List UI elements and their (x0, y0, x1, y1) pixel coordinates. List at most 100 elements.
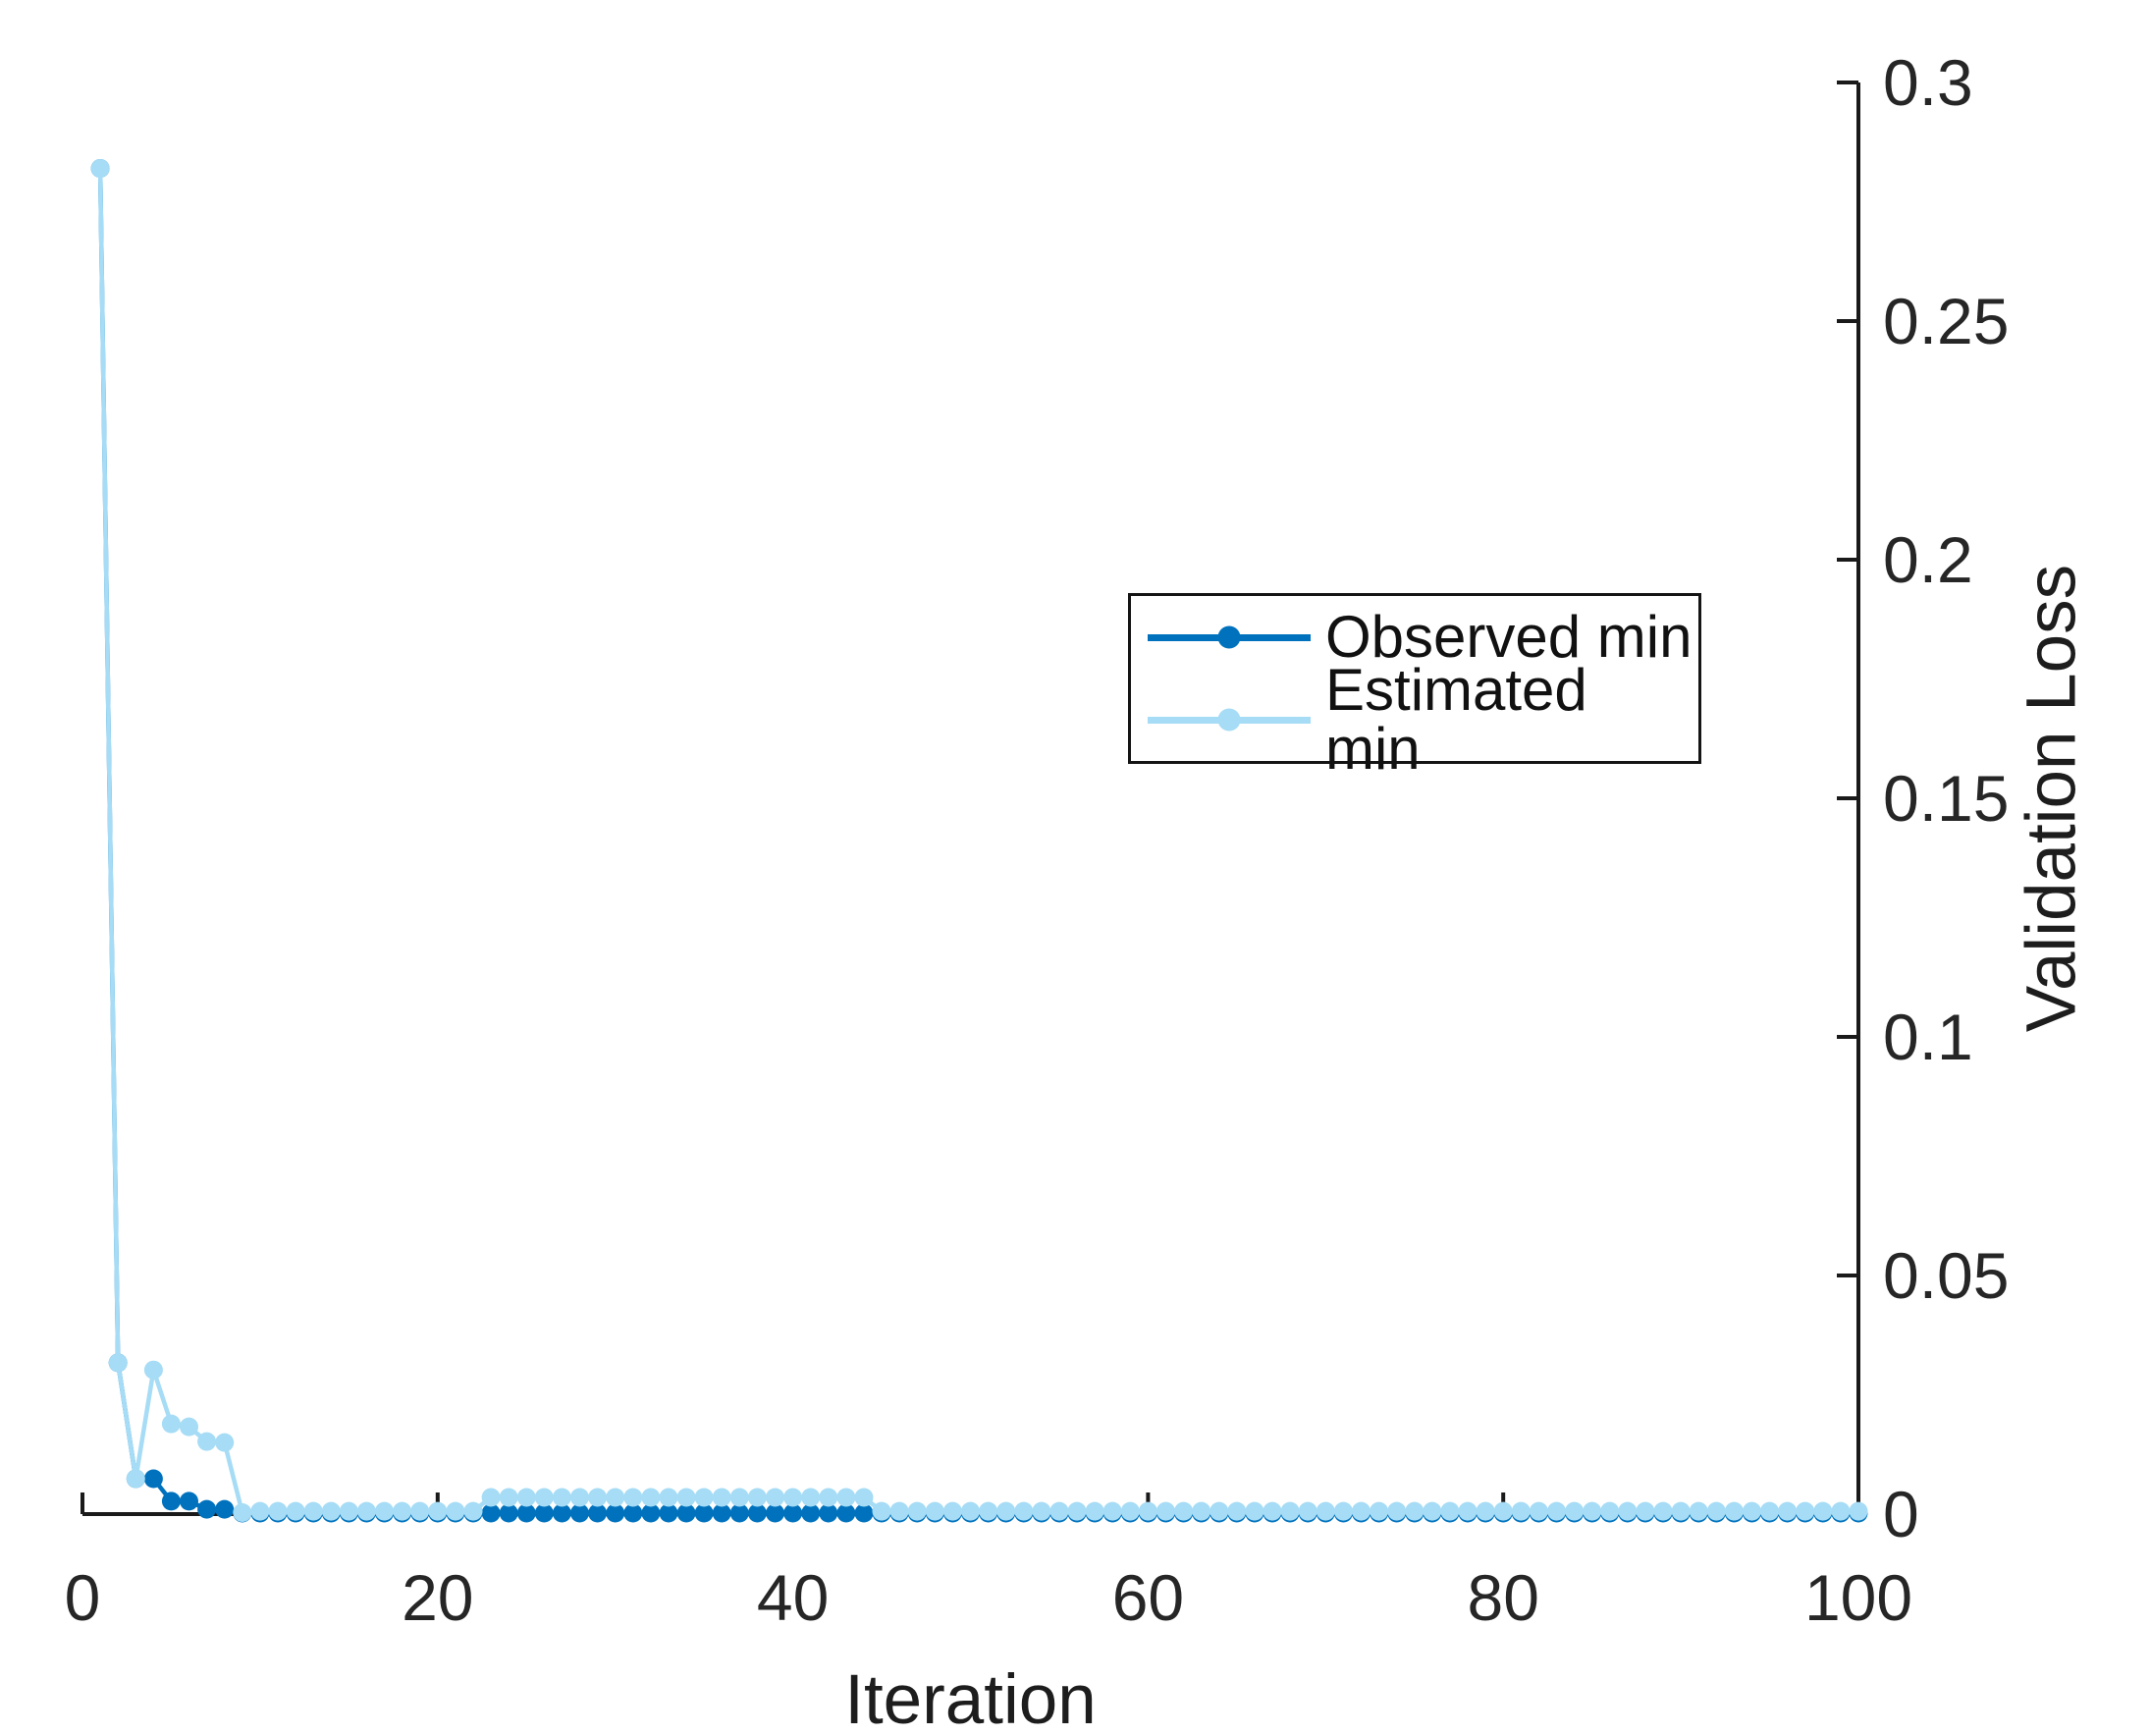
observed-min-data-point (534, 1503, 554, 1523)
estimated-min-data-point (1333, 1501, 1353, 1521)
estimated-min-data-point (1689, 1501, 1708, 1521)
estimated-min-data-point (463, 1501, 483, 1521)
estimated-min-data-point (446, 1501, 465, 1521)
x-tick-label: 80 (1467, 1561, 1538, 1634)
observed-min-data-point (766, 1503, 784, 1523)
estimated-min-data-point (729, 1488, 749, 1507)
y-tick-label: 0 (1883, 1478, 1919, 1550)
estimated-min-data-point (1618, 1501, 1638, 1521)
observed-min-data-point (729, 1503, 749, 1523)
estimated-min-data-point (1565, 1501, 1585, 1521)
observed-min-data-point (836, 1503, 856, 1523)
estimated-min-data-point (1049, 1501, 1069, 1521)
estimated-min-data-point (747, 1488, 767, 1507)
estimated-min-data-point (1405, 1501, 1424, 1521)
legend-label-estimated-min: Estimated min (1325, 657, 1587, 782)
estimated-min-data-point (1423, 1501, 1442, 1521)
estimated-min-data-point (1493, 1501, 1513, 1521)
x-tick-label: 60 (1112, 1561, 1184, 1634)
observed-min-data-point (676, 1503, 696, 1523)
estimated-min-data-point (108, 1353, 128, 1373)
estimated-min-data-point (1813, 1501, 1833, 1521)
estimated-min-data-point (1724, 1501, 1744, 1521)
estimated-min-data-point (1352, 1501, 1371, 1521)
legend-item-observed-min: Observed min (1131, 596, 1698, 678)
observed-min-data-point (819, 1503, 838, 1523)
estimated-min-data-point (1209, 1501, 1229, 1521)
estimated-min-data-point (1476, 1501, 1495, 1521)
estimated-min-data-point (356, 1501, 376, 1521)
estimated-min-data-point (534, 1488, 554, 1507)
estimated-min-data-point (588, 1488, 608, 1507)
x-axis-title: Iteration (844, 1661, 1097, 1736)
estimated-min-data-point (1849, 1501, 1868, 1521)
estimated-min-data-point (641, 1488, 661, 1507)
estimated-min-data-point (1511, 1501, 1531, 1521)
estimated-min-data-point (1831, 1501, 1851, 1521)
estimated-min-data-point (961, 1501, 980, 1521)
estimated-min-data-point (143, 1360, 163, 1380)
estimated-min-data-point (801, 1488, 821, 1507)
estimated-min-data-point (180, 1417, 198, 1437)
estimated-min-data-point (1280, 1501, 1300, 1521)
estimated-min-data-point (889, 1501, 909, 1521)
estimated-min-data-point (1192, 1501, 1211, 1521)
observed-min-data-point (197, 1499, 217, 1519)
legend-item-estimated-min: Estimated min (1131, 661, 1698, 779)
estimated-min-data-point (570, 1488, 589, 1507)
estimated-min-data-point (321, 1501, 341, 1521)
estimated-min-data-point (1547, 1501, 1566, 1521)
estimated-min-data-point (197, 1432, 217, 1451)
estimated-min-data-point (481, 1488, 501, 1507)
y-tick-label: 0.15 (1883, 762, 2009, 835)
estimated-min-data-point (393, 1501, 412, 1521)
estimated-min-data-point (1263, 1501, 1282, 1521)
observed-min-data-point (694, 1503, 714, 1523)
estimated-min-data-point (1370, 1501, 1389, 1521)
estimated-min-data-point (1102, 1501, 1122, 1521)
estimated-min-data-point (268, 1501, 288, 1521)
estimated-min-data-point (1387, 1501, 1407, 1521)
x-tick-label: 40 (757, 1561, 829, 1634)
estimated-min-data-point (854, 1488, 874, 1507)
observed-min-line-marker-icon (1148, 625, 1311, 649)
legend: Observed min Estimated min (1128, 593, 1701, 779)
observed-min-data-point (854, 1503, 874, 1523)
estimated-min-data-point (1600, 1501, 1620, 1521)
y-tick-label: 0.3 (1883, 46, 1973, 119)
estimated-min-data-point (606, 1488, 625, 1507)
observed-min-data-point (712, 1503, 731, 1523)
observed-min-data-point (516, 1503, 536, 1523)
estimated-min-data-point (925, 1501, 944, 1521)
estimated-min-data-point (499, 1488, 518, 1507)
estimated-min-data-point (552, 1488, 571, 1507)
estimated-min-data-point (1298, 1501, 1317, 1521)
estimated-min-data-point (286, 1501, 305, 1521)
estimated-min-data-point (1120, 1501, 1140, 1521)
estimated-min-data-point (942, 1501, 962, 1521)
estimated-min-data-point (1706, 1501, 1726, 1521)
observed-min-data-point (481, 1503, 501, 1523)
x-tick-label: 0 (65, 1561, 101, 1634)
observed-min-data-point (747, 1503, 767, 1523)
estimated-min-data-point (1743, 1501, 1761, 1521)
estimated-min-data-point (1067, 1501, 1087, 1521)
estimated-min-line-marker-icon (1148, 708, 1311, 732)
estimated-min-data-point (303, 1501, 323, 1521)
estimated-min-data-point (1583, 1501, 1602, 1521)
estimated-min-data-point (819, 1488, 838, 1507)
observed-min-data-point (570, 1503, 589, 1523)
estimated-min-data-point (712, 1488, 731, 1507)
estimated-min-data-point (410, 1501, 430, 1521)
legend-label-observed-min: Observed min (1325, 604, 1693, 670)
estimated-min-data-point (1458, 1501, 1478, 1521)
estimated-min-data-point (1245, 1501, 1264, 1521)
observed-min-data-point (801, 1503, 821, 1523)
y-tick-label: 0.05 (1883, 1239, 2009, 1312)
estimated-min-data-point (1032, 1501, 1051, 1521)
estimated-min-data-point (907, 1501, 927, 1521)
estimated-min-data-point (766, 1488, 784, 1507)
observed-min-data-point (180, 1492, 198, 1511)
